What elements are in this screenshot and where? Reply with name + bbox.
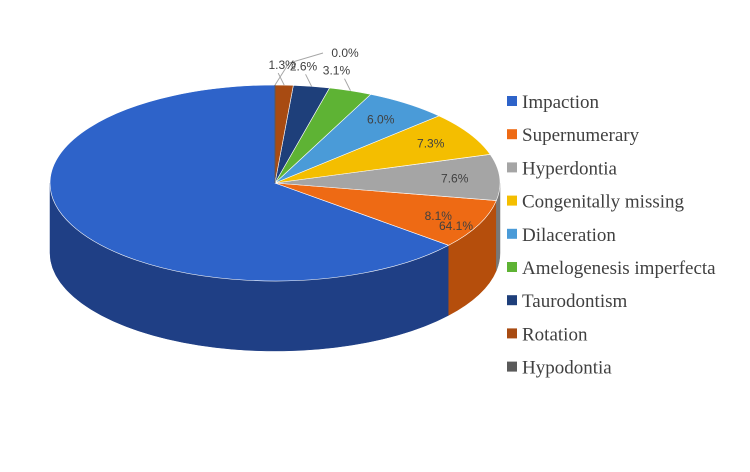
data-label-congenitally-missing: 7.3% — [417, 137, 445, 151]
leader-line-rotation — [277, 72, 285, 86]
legend-label-supernumerary: Supernumerary — [522, 125, 640, 146]
legend-item-hyperdontia: Hyperdontia — [507, 158, 618, 179]
legend-label-hypodontia: Hypodontia — [522, 358, 612, 379]
data-label-dilaceration: 6.0% — [367, 113, 395, 127]
pie-depth — [49, 182, 501, 352]
legend: Impaction Supernumerary Hyperdontia Congeni… — [507, 92, 716, 379]
pie-slices — [49, 84, 501, 282]
leader-line-hypodontia — [274, 52, 324, 86]
legend-swatch-supernumerary — [507, 129, 517, 140]
data-label-hypodontia: 0.0% — [331, 46, 359, 60]
legend-swatch-hypodontia — [507, 361, 517, 372]
data-label-impaction: 64.1% — [439, 219, 473, 233]
slice-supernumerary — [274, 182, 497, 246]
data-label-taurodontism: 2.6% — [290, 59, 318, 73]
legend-label-congenitally-missing: Congenitally missing — [522, 192, 685, 213]
slice-congenitally-missing — [274, 115, 491, 184]
data-label-hyperdontia: 7.6% — [441, 171, 469, 185]
legend-label-amelogenesis-imperfecta: Amelogenesis imperfecta — [522, 258, 716, 279]
legend-item-amelogenesis-imperfecta: Amelogenesis imperfecta — [507, 258, 716, 279]
legend-swatch-rotation — [507, 328, 517, 339]
legend-swatch-impaction — [507, 96, 517, 106]
legend-label-hyperdontia: Hyperdontia — [522, 158, 618, 179]
data-label-amelogenesis-imperfecta: 3.1% — [323, 64, 351, 78]
leader-line-taurodontism — [305, 74, 313, 87]
legend-label-rotation: Rotation — [522, 324, 588, 345]
legend-label-taurodontism: Taurodontism — [522, 291, 627, 312]
legend-item-dilaceration: Dilaceration — [507, 225, 616, 246]
legend-item-taurodontism: Taurodontism — [507, 291, 627, 312]
slice-impaction — [49, 84, 450, 282]
legend-swatch-dilaceration — [507, 228, 517, 239]
slice-hyperdontia — [274, 154, 501, 201]
leader-line-amelogenesis-imperfecta — [344, 78, 351, 91]
legend-label-impaction: Impaction — [522, 92, 600, 113]
legend-item-rotation: Rotation — [507, 324, 588, 345]
legend-item-congenitally-missing: Congenitally missing — [507, 192, 685, 213]
data-label-supernumerary: 8.1% — [425, 209, 453, 223]
legend-swatch-hyperdontia — [507, 162, 517, 173]
data-label-rotation: 1.3% — [268, 58, 296, 72]
legend-label-dilaceration: Dilaceration — [522, 225, 616, 246]
legend-swatch-congenitally-missing — [507, 195, 517, 206]
label-leader-lines — [274, 52, 351, 91]
legend-swatch-taurodontism — [507, 295, 517, 306]
legend-swatch-amelogenesis-imperfecta — [507, 262, 517, 272]
legend-item-supernumerary: Supernumerary — [507, 125, 640, 146]
legend-item-impaction: Impaction — [507, 92, 600, 113]
legend-item-hypodontia: Hypodontia — [507, 358, 612, 379]
data-labels: 64.1%8.1% 7.6% 7.3% 6.0% 3.1% 2.6%1.3% 0.0% — [268, 46, 473, 233]
